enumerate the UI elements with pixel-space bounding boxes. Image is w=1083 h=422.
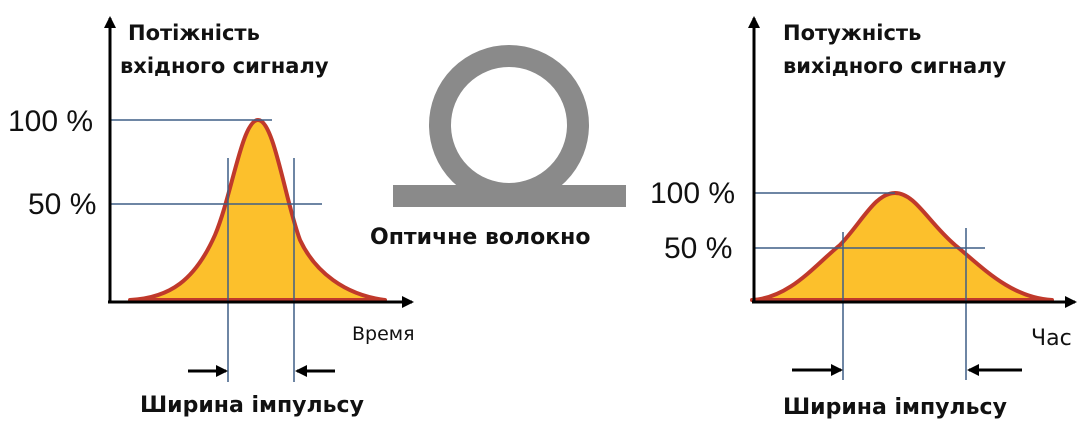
input-pulse-width-label: Ширина імпульсу [140, 393, 364, 418]
input-level-50-label: 50 % [28, 188, 96, 221]
input-ylabel-line1: Потіжність [128, 21, 260, 45]
fiber-label: Оптичне волокно [370, 225, 590, 250]
input-pulse-curve [128, 118, 387, 302]
fiber-line [393, 185, 626, 207]
output-pulse-curve [750, 191, 1054, 302]
output-ylabel-line2: вихідного сигналу [783, 54, 1007, 78]
fiber-loop [429, 45, 589, 205]
output-level-100-label: 100 % [650, 177, 735, 210]
fiber-illustration: Оптичне волокно [370, 45, 626, 250]
input-ylabel-line2: вхідного сигналу [120, 54, 329, 78]
output-ylabel-line1: Потужність [783, 21, 921, 45]
output-x-axis-label: Час [1031, 326, 1072, 351]
input-x-axis-label: Время [352, 323, 415, 345]
output-level-50-label: 50 % [664, 232, 732, 265]
input-level-100-label: 100 % [8, 105, 93, 138]
output-pulse-width-label: Ширина імпульсу [783, 395, 1007, 420]
input-panel: Потіжність вхідного сигналу 100 % 50 % В… [8, 16, 415, 418]
output-panel: Потужність вихідного сигналу 100 % 50 % … [650, 16, 1077, 420]
